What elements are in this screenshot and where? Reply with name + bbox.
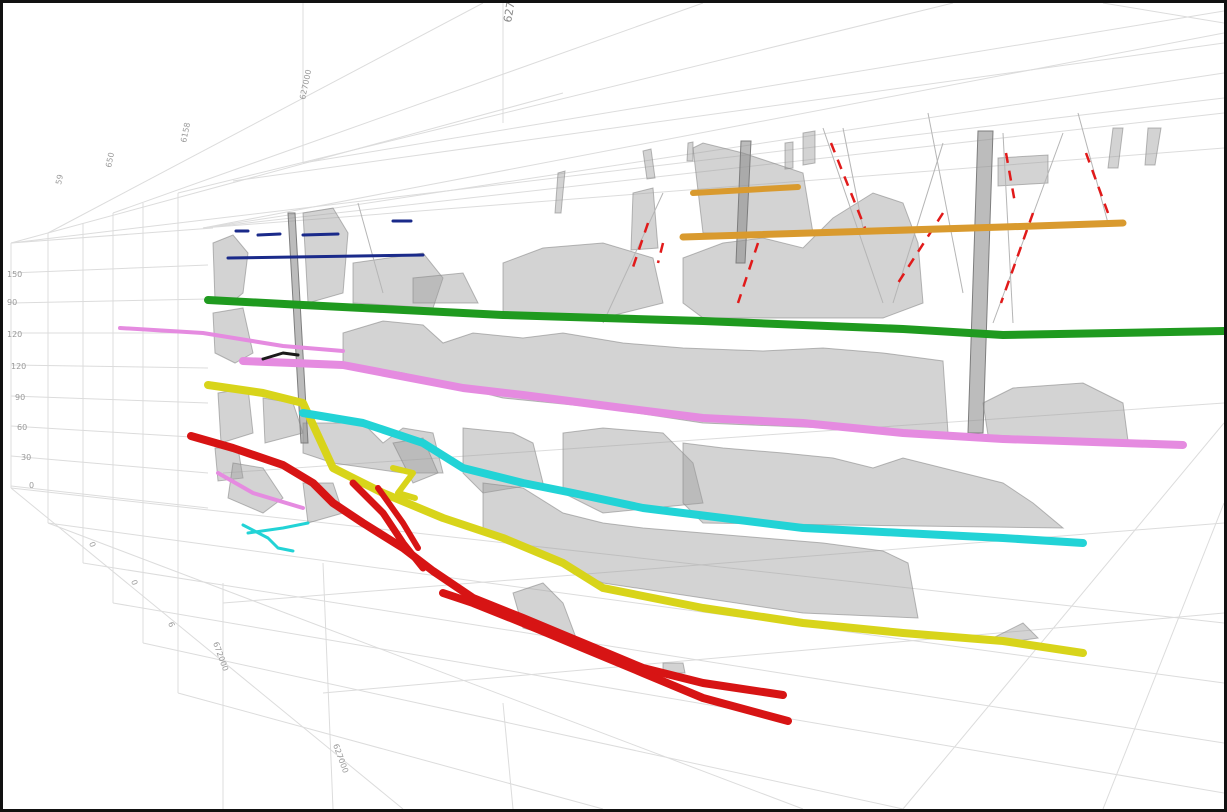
- tick-label: 59: [54, 174, 65, 186]
- level-pink: [118, 326, 345, 353]
- level-cyan: [299, 409, 1087, 547]
- stope-mesh: [1144, 127, 1162, 166]
- stope-mesh: [554, 170, 566, 214]
- stope-meshes: [212, 127, 1162, 674]
- level-red: [439, 589, 792, 725]
- stope-mesh: [227, 462, 284, 514]
- stope-mesh: [412, 272, 479, 304]
- tick-label: 0: [87, 541, 97, 549]
- level-orange: [690, 184, 801, 196]
- stope-mesh: [982, 382, 1129, 442]
- tick-label: 6158: [179, 122, 192, 144]
- drill-assay-segments: [629, 142, 1110, 304]
- tick-label: 6270200: [501, 3, 522, 24]
- level-yellow: [390, 465, 418, 501]
- tick-label: 0: [129, 579, 139, 587]
- tick-label: 627000: [331, 743, 350, 775]
- level-red: [349, 479, 427, 572]
- level-dark: [261, 351, 300, 361]
- tick-label: 90: [7, 298, 17, 307]
- tick-label: 650: [104, 152, 116, 169]
- shaft: [967, 130, 994, 434]
- stope-mesh: [682, 442, 1065, 529]
- tick-label: 120: [11, 362, 26, 371]
- perspective-grid: [10, 3, 1224, 809]
- mine-levels: [118, 184, 1224, 725]
- stope-mesh: [502, 242, 664, 319]
- level-cyan: [246, 521, 310, 535]
- tick-label: 90: [15, 393, 25, 402]
- stope-mesh: [686, 141, 694, 162]
- tick-label: 30: [21, 453, 31, 462]
- stope-mesh: [784, 141, 794, 170]
- stope-mesh: [217, 387, 254, 444]
- level-pink: [216, 471, 305, 510]
- stope-mesh: [630, 187, 659, 251]
- stope-mesh: [802, 130, 816, 166]
- level-navy: [301, 232, 340, 237]
- level-green: [204, 296, 1224, 339]
- level-navy: [256, 232, 282, 237]
- level-pink: [239, 357, 1187, 449]
- level-navy: [226, 253, 425, 260]
- tick-label: 6: [166, 621, 176, 629]
- stope-mesh: [212, 234, 249, 304]
- tick-label: 60: [17, 423, 27, 432]
- tick-label: 150: [7, 270, 22, 279]
- tick-label: 0: [29, 481, 34, 490]
- stope-mesh: [342, 320, 949, 434]
- level-red: [375, 485, 421, 551]
- tick-label: 672000: [211, 641, 230, 673]
- tick-label: 120: [7, 330, 22, 339]
- stope-mesh: [642, 148, 656, 180]
- tick-label: 627000: [298, 69, 313, 101]
- level-orange: [679, 219, 1127, 241]
- stope-mesh: [1107, 127, 1124, 169]
- mine-model-scene[interactable]: 6270200 627000 6158 650 59 90 120 150 12…: [3, 3, 1224, 809]
